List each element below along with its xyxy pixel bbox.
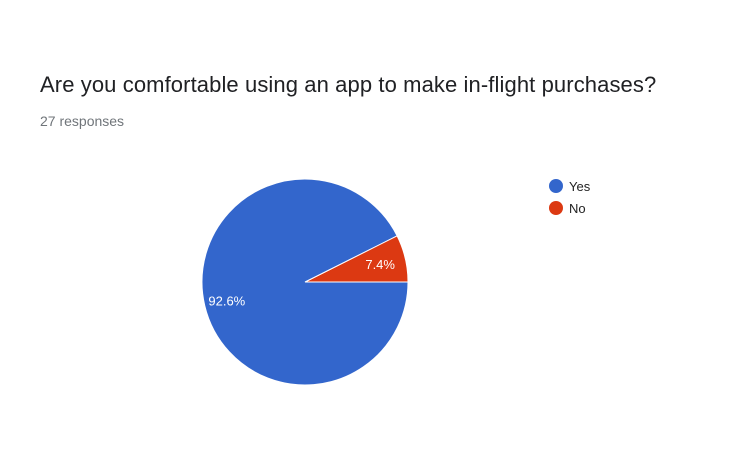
legend-marker-yes	[549, 179, 563, 193]
chart-title: Are you comfortable using an app to make…	[40, 72, 657, 97]
response-count: 27 responses	[40, 113, 125, 129]
slice-label-no: 7.4%	[365, 257, 395, 272]
legend-marker-no	[549, 201, 563, 215]
pie-slice-yes[interactable]	[201, 178, 409, 386]
slice-label-yes: 92.6%	[208, 294, 245, 309]
legend-label-yes[interactable]: Yes	[569, 179, 591, 194]
legend-label-no[interactable]: No	[569, 201, 586, 216]
